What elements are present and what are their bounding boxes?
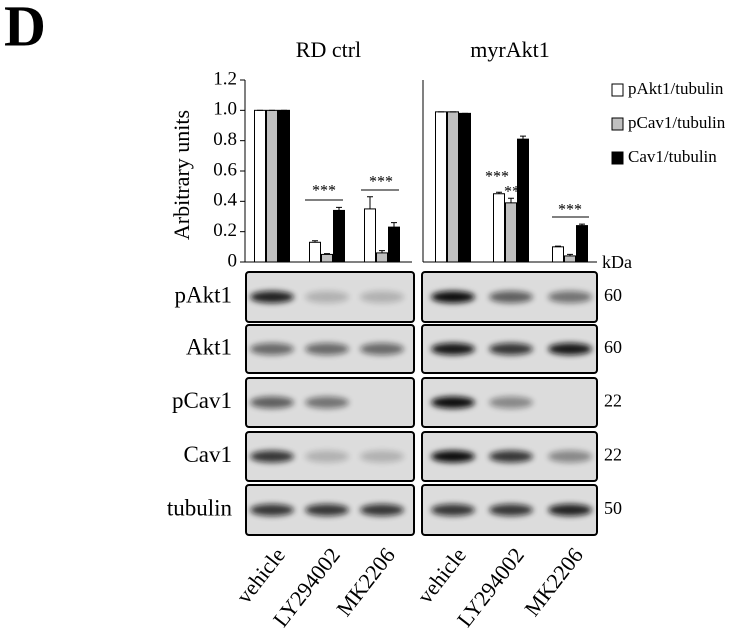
chart-title: myrAkt1 (470, 37, 549, 62)
bar (309, 241, 321, 263)
bar (552, 246, 564, 263)
significance: *** (485, 169, 509, 186)
legend-swatch (611, 151, 624, 165)
error-bar (367, 196, 373, 209)
blot-band (489, 343, 533, 355)
blot-kda: 60 (604, 285, 622, 305)
blot-band (548, 291, 592, 303)
blot-band (250, 291, 294, 303)
error-bar (312, 240, 318, 243)
y-axis-label: Arbitrary units (169, 110, 194, 240)
legend-swatch (611, 117, 624, 131)
significance: *** (312, 183, 336, 200)
legend-label: pCav1/tubulin (628, 113, 726, 132)
blot-kda: 22 (604, 445, 622, 465)
blot-kda: 50 (604, 498, 622, 518)
blot-band (305, 396, 349, 409)
blot-band (548, 504, 592, 516)
bar (388, 226, 400, 263)
y-tick-label: 0.4 (213, 190, 237, 211)
y-tick-label: 0 (228, 250, 238, 271)
blot-band (305, 343, 349, 355)
blot-band (360, 343, 404, 355)
panel-label: D (4, 0, 46, 58)
error-bar (555, 245, 561, 247)
blot-band (360, 504, 404, 516)
y-tick-label: 1.2 (213, 68, 237, 89)
y-tick-label: 0.2 (213, 220, 237, 241)
blot-band (431, 343, 475, 355)
blot-kda: 60 (604, 337, 622, 357)
x-tick-label: MK2206 (331, 543, 400, 621)
y-tick-label: 1.0 (213, 99, 237, 120)
blot-band (489, 396, 533, 409)
bar (493, 193, 505, 263)
error-bar (324, 253, 330, 255)
bar (254, 109, 266, 263)
blot-row-label: Cav1 (183, 442, 232, 467)
bar (435, 111, 447, 263)
blot-band (431, 291, 475, 303)
bar (459, 112, 471, 263)
kda-label: kDa (602, 252, 632, 272)
x-tick-label: MK2206 (519, 543, 588, 621)
y-tick-label: 0.8 (213, 129, 237, 150)
legend-label: Cav1/tubulin (628, 147, 717, 166)
error-bar (579, 223, 585, 226)
error-bar (496, 191, 502, 194)
bar (266, 109, 278, 263)
blot-band (305, 450, 349, 463)
error-bar (379, 250, 385, 253)
bar (333, 209, 345, 263)
error-bar (336, 206, 342, 211)
bar (321, 253, 333, 263)
blot-band (250, 396, 294, 409)
bar (564, 255, 576, 263)
blot-row-label: Akt1 (186, 334, 232, 359)
blot-band (431, 504, 475, 516)
bar (364, 208, 376, 263)
blot-band (360, 291, 404, 303)
significance: *** (369, 174, 393, 191)
blot-band (548, 450, 592, 463)
legend-swatch (611, 83, 624, 97)
blot-row-label: tubulin (167, 495, 233, 520)
blot-band (489, 504, 533, 516)
blot-band (548, 343, 592, 355)
blot-band (489, 291, 533, 303)
blot-band (489, 450, 533, 463)
legend-label: pAkt1/tubulin (628, 79, 724, 98)
error-bar (391, 222, 397, 228)
blot-band (360, 450, 404, 463)
bar (376, 252, 388, 263)
x-tick-label: vehicle (412, 543, 471, 608)
blot-band (305, 504, 349, 516)
blot-band (250, 343, 294, 355)
bar (278, 109, 290, 263)
significance: ** (504, 184, 520, 201)
error-bar (520, 135, 526, 140)
blot-band (431, 450, 475, 463)
bar (576, 225, 588, 263)
blot-row-label: pCav1 (172, 388, 232, 413)
blot-kda: 22 (604, 391, 622, 411)
chart-title: RD ctrl (296, 37, 361, 62)
bar (447, 111, 459, 263)
blot-row-label: pAkt1 (175, 282, 233, 307)
error-bar (508, 197, 514, 203)
blot-band (250, 504, 294, 516)
bar (505, 202, 517, 263)
blot-band (305, 291, 349, 303)
y-tick-label: 0.6 (213, 159, 237, 180)
error-bar (567, 253, 573, 256)
blot-band (250, 450, 294, 463)
significance: *** (558, 202, 582, 219)
blot-band (431, 396, 475, 409)
